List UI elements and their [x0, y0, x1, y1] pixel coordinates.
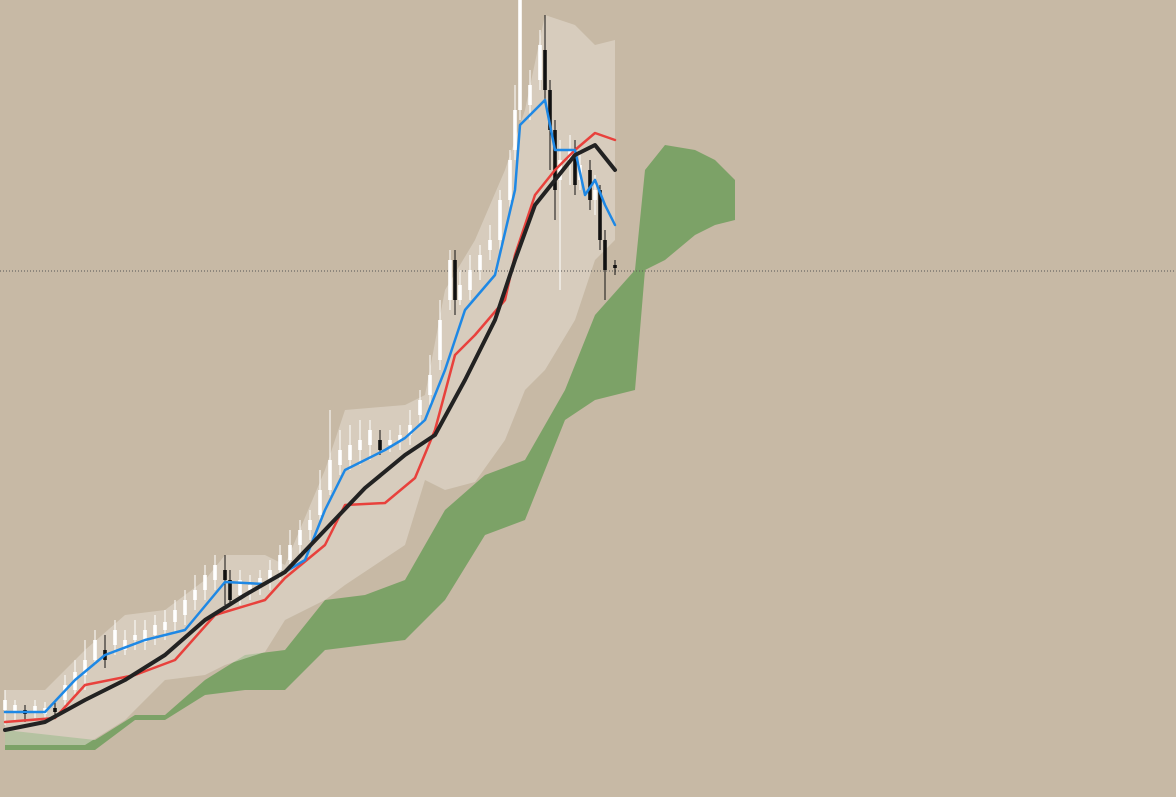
candle-body — [93, 640, 97, 660]
candle-body — [418, 400, 422, 415]
candle-body — [458, 285, 462, 300]
band — [5, 15, 615, 745]
line — [3, 143, 617, 732]
candle-body — [438, 320, 442, 360]
candle-body — [3, 700, 7, 710]
candle-body — [553, 130, 557, 190]
candle-body — [173, 610, 177, 622]
candle-body — [573, 155, 577, 185]
candle-body — [613, 265, 617, 268]
candle-body — [298, 530, 302, 545]
candle-body — [388, 440, 392, 445]
candle-body — [408, 425, 412, 435]
candle-body — [348, 445, 352, 460]
candle-body — [63, 685, 67, 700]
candle-body — [453, 260, 457, 300]
candle-body — [83, 660, 87, 675]
candle-body — [498, 200, 502, 240]
candle-body — [538, 45, 542, 80]
candle-body — [33, 706, 37, 712]
candle-body — [488, 240, 492, 250]
candle-body — [318, 490, 322, 515]
candle-body — [598, 190, 602, 240]
candle-body — [53, 708, 57, 712]
candle-body — [213, 565, 217, 580]
candle-body — [238, 580, 242, 595]
candle-body — [358, 440, 362, 450]
line — [3, 131, 617, 724]
candle-body — [308, 520, 312, 530]
candle-body — [368, 430, 372, 445]
candle-body — [113, 630, 117, 645]
candle-body — [278, 555, 282, 570]
candle-body — [248, 585, 252, 590]
candle-body — [558, 160, 562, 180]
candle-body — [133, 635, 137, 640]
candle-body — [478, 255, 482, 270]
candle-body — [288, 545, 292, 560]
band — [5, 145, 735, 750]
candle-body — [268, 570, 272, 580]
candle-body — [228, 580, 232, 600]
candle-body — [223, 570, 227, 580]
candle-body — [528, 85, 532, 105]
candle-body — [448, 260, 452, 300]
candle-body — [13, 705, 17, 712]
candle-body — [513, 110, 517, 150]
candle-body — [548, 90, 552, 130]
candle-body — [143, 630, 147, 642]
candle-body — [378, 440, 382, 450]
candle-body — [518, 0, 522, 110]
candle-body — [543, 50, 547, 90]
candle-body — [593, 190, 597, 200]
candle-body — [603, 240, 607, 270]
candle-body — [258, 578, 262, 585]
candle-body — [193, 590, 197, 600]
candle-body — [328, 460, 332, 490]
candle-body — [468, 270, 472, 290]
candle-body — [398, 435, 402, 442]
line — [3, 98, 617, 714]
candle-body — [123, 640, 127, 650]
candle-body — [428, 375, 432, 395]
candle-body — [338, 450, 342, 465]
candle-body — [588, 170, 592, 200]
candle-body — [508, 160, 512, 200]
candle-body — [183, 600, 187, 615]
candle-body — [163, 622, 167, 630]
candle-body — [203, 575, 207, 590]
candle-body — [153, 625, 157, 635]
